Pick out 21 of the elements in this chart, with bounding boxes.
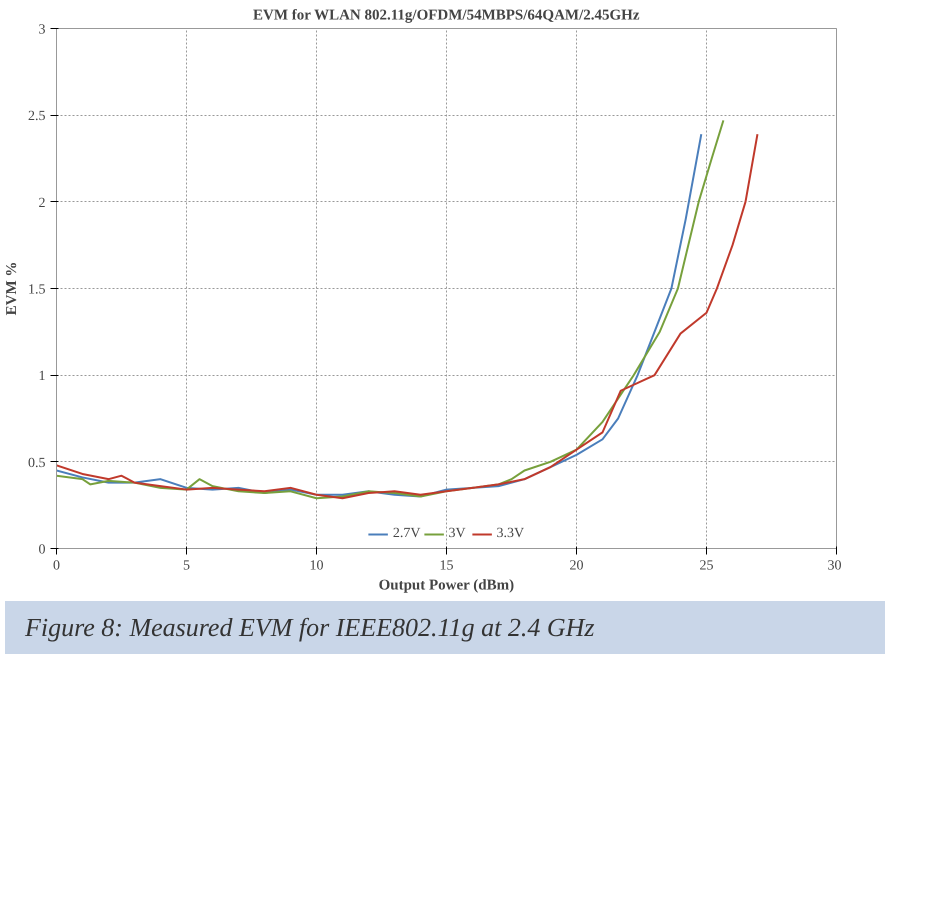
y-tick-label: 0.5: [28, 456, 46, 471]
y-tick-label: 2.5: [28, 109, 46, 124]
x-tick-label: 20: [570, 558, 584, 574]
y-axis-title: EVM %: [4, 262, 20, 316]
legend-label: 2.7V: [392, 526, 420, 542]
x-axis-title: Output Power (dBm): [378, 578, 514, 594]
x-tick-label: 15: [440, 558, 454, 574]
caption: Figure 8: Measured EVM for IEEE802.11g at 2.4 GHz: [25, 612, 594, 644]
x-tick-label: 5: [183, 558, 190, 574]
legend-label: 3V: [448, 526, 467, 542]
x-tick-label: 0: [53, 558, 60, 574]
legend-label: 3.3V: [496, 526, 524, 542]
y-tick-label: 2: [38, 196, 46, 211]
x-tick-label: 30: [828, 558, 842, 574]
y-tick-label: 1: [38, 369, 46, 384]
chart-title: EVM for WLAN 802.11g/OFDM/54MBPS/64QAM/2.45GHz: [252, 8, 640, 24]
x-tick-label: 10: [310, 558, 324, 574]
x-tick-label: 25: [700, 558, 714, 574]
y-tick-label: 3: [38, 22, 46, 38]
y-tick-label: 1.5: [28, 282, 46, 298]
y-tick-label: 0: [38, 542, 46, 558]
